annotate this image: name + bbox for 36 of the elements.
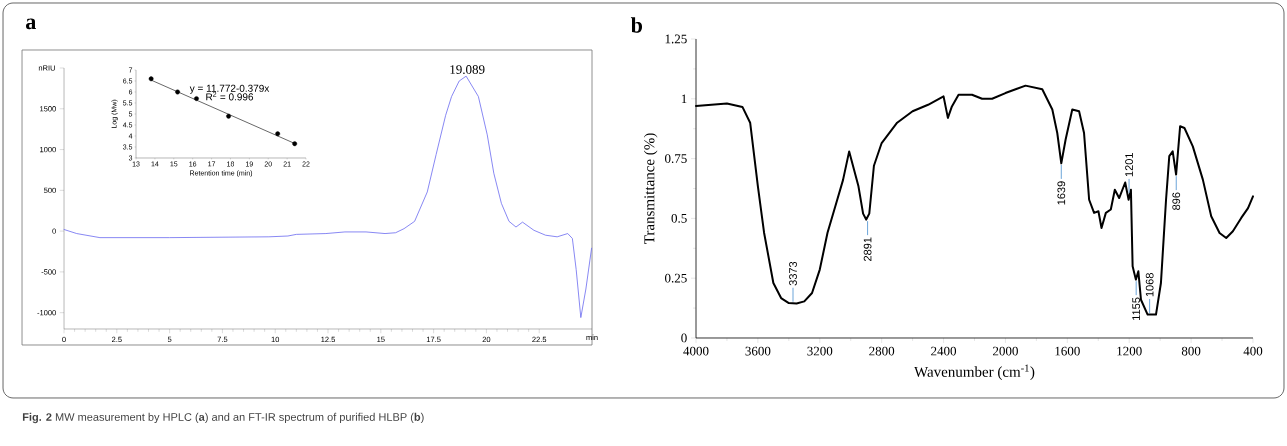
annotation: 19.089 (450, 65, 485, 74)
annotation: 1068 (1145, 273, 1154, 297)
y-tick-label: 1.25 (665, 34, 687, 44)
y-axis-title: Transmittance (%) (643, 133, 658, 244)
y-tick-label: 0.75 (665, 154, 687, 164)
x-tick-label: 800 (1181, 346, 1201, 356)
chart-title: a (26, 18, 36, 30)
text: Fig. 2 MW measurement by HPLC (a) and an FT-IR spectrum of purified HLBP (b) (22, 412, 424, 424)
x-tick-label: 3200 (807, 346, 833, 356)
annotation: 3373 (789, 261, 797, 286)
annotation: 1155 (1132, 297, 1141, 320)
annotation: 896 (1172, 192, 1181, 210)
x-tick-label: 1600 (1055, 346, 1080, 356)
point (194, 96, 199, 101)
x-tick-label: 2000 (993, 346, 1018, 356)
x-tick-label: 2800 (869, 346, 895, 356)
x-tick-label: 1200 (1117, 346, 1142, 356)
point (292, 141, 298, 147)
annotation: 1639 (1057, 181, 1066, 205)
y-tick-label: 0.5 (671, 213, 687, 223)
y-tick-label: 1 (681, 94, 687, 104)
y-tick-label: 0.25 (665, 273, 687, 283)
annotation: R$^{2}$ = 0.996 (206, 91, 254, 101)
x-tick-label: 4000 (683, 346, 709, 356)
point (175, 89, 180, 95)
x-tick-label: 400 (1243, 346, 1263, 356)
line-series (63, 75, 592, 318)
x-tick-label: 2400 (931, 346, 957, 356)
point (275, 131, 281, 137)
x-tick-label: 3600 (745, 346, 771, 356)
x-axis-title: Wavenumber (cm$^{-1}$) (914, 364, 1035, 380)
chart-title: b (630, 17, 643, 33)
annotation: 2891 (863, 237, 872, 261)
annotation: 1201 (1125, 153, 1133, 177)
point (226, 113, 231, 119)
point (148, 76, 154, 82)
